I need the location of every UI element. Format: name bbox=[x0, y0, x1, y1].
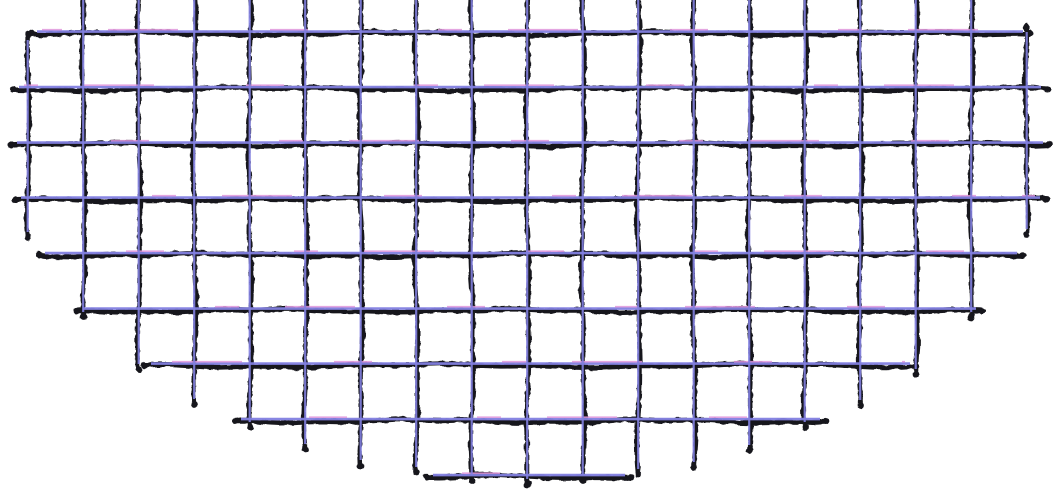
ink-end-blob bbox=[246, 424, 254, 431]
ink-end-blob bbox=[968, 314, 975, 321]
ink-end-blob bbox=[423, 473, 431, 481]
ink-end-blob bbox=[302, 446, 309, 453]
ink-end-blob bbox=[857, 402, 864, 409]
ink-end-blob bbox=[801, 424, 809, 431]
ink-end-blob bbox=[912, 371, 920, 378]
ink-end-blob bbox=[635, 471, 642, 478]
ink-end-blob bbox=[231, 417, 239, 425]
ink-grid-line-horizontal bbox=[231, 416, 830, 426]
ink-end-blob bbox=[35, 251, 43, 259]
ink-layer bbox=[7, 0, 1053, 488]
ink-end-blob bbox=[1019, 251, 1027, 259]
ink-end-blob bbox=[9, 85, 17, 93]
ink-end-blob bbox=[24, 31, 32, 39]
ink-end-blob bbox=[978, 307, 986, 314]
ink-end-blob bbox=[80, 314, 87, 321]
ink-end-blob bbox=[1023, 231, 1031, 238]
ink-end-blob bbox=[822, 417, 830, 425]
ink-grid-line-horizontal bbox=[11, 195, 1050, 205]
ink-end-blob bbox=[524, 481, 531, 488]
ink-end-blob bbox=[1043, 85, 1051, 93]
ink-end-blob bbox=[1023, 23, 1031, 31]
ink-end-blob bbox=[73, 307, 81, 314]
ink-end-blob bbox=[627, 473, 635, 481]
ink-end-blob bbox=[7, 141, 15, 149]
ink-end-blob bbox=[141, 362, 149, 369]
ink-end-blob bbox=[24, 234, 32, 241]
ink-end-blob bbox=[357, 462, 365, 469]
ink-end-blob bbox=[11, 196, 19, 204]
ink-grid-line-horizontal bbox=[9, 84, 1051, 94]
ink-end-blob bbox=[191, 401, 198, 408]
ink-end-blob bbox=[413, 469, 420, 476]
ink-end-blob bbox=[690, 464, 698, 471]
ink-end-blob bbox=[579, 477, 587, 484]
ink-grid-line-horizontal bbox=[7, 140, 1053, 150]
ink-end-blob bbox=[1042, 196, 1050, 204]
ink-end-blob bbox=[1045, 141, 1053, 149]
ink-end-blob bbox=[468, 477, 476, 484]
ink-end-blob bbox=[135, 366, 143, 373]
underlay-layer bbox=[17, 0, 1043, 479]
ink-end-blob bbox=[746, 447, 753, 454]
